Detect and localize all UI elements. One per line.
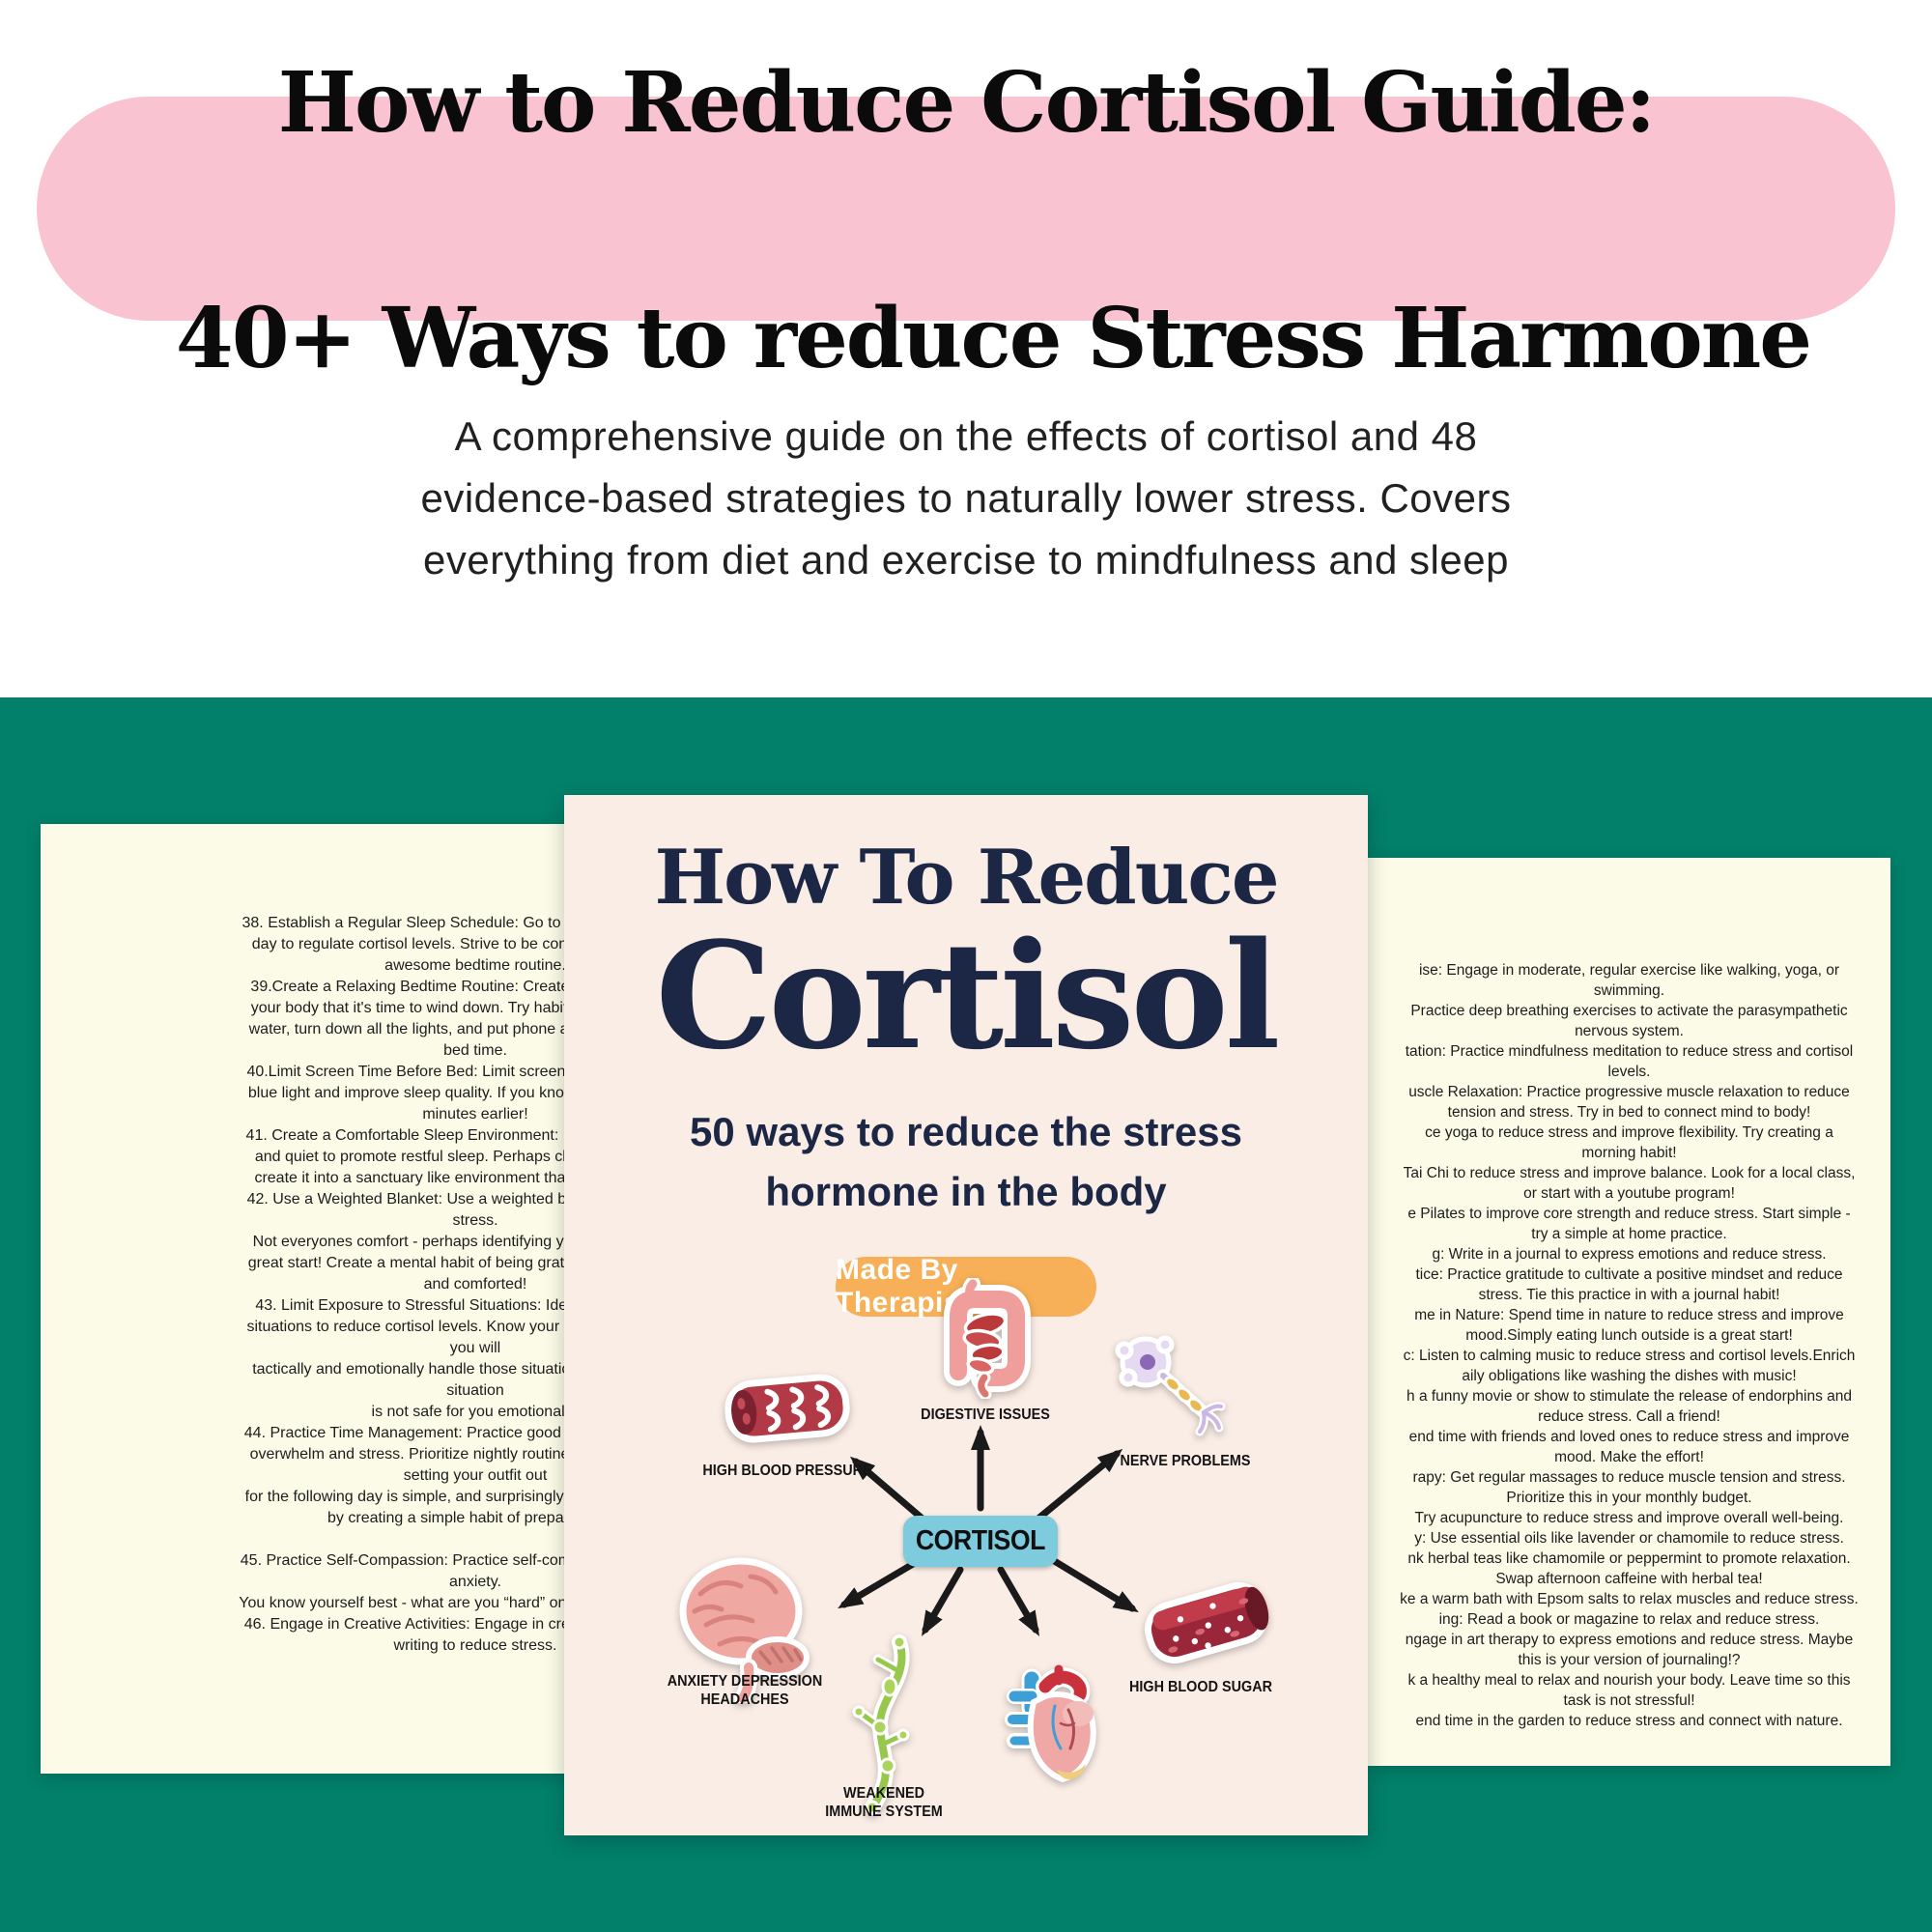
title-line-1: How to Reduce Cortisol Guide: <box>277 54 1657 152</box>
weakened-immune-system-label: WEAKENED IMMUNE SYSTEM <box>825 1785 943 1820</box>
anxiety-depression-headaches-label: ANXIETY DEPRESSION HEADACHES <box>667 1673 823 1708</box>
cortisol-label: CORTISOL <box>915 1525 1046 1556</box>
digestive-issues-illustration <box>944 1278 1031 1399</box>
cover-subtitle: 50 ways to reduce the stress hormone in … <box>690 1109 1242 1214</box>
page-title: How to Reduce Cortisol Guide: 40+ Ways t… <box>0 44 1932 398</box>
product-description: A comprehensive guide on the effects of … <box>420 413 1512 582</box>
cover-title-line-1: How To Reduce <box>654 834 1279 922</box>
preview-page-right: ise: Engage in moderate, regular exercis… <box>1368 858 1890 1766</box>
left-page-text: 38. Establish a Regular Sleep Schedule: … <box>239 915 575 1654</box>
high-blood-pressure-illustration <box>724 1374 850 1443</box>
high-blood-sugar-label: HIGH BLOOD SUGAR <box>1128 1679 1272 1695</box>
nerve-problems-label: NERVE PROBLEMS <box>1120 1453 1251 1469</box>
anxiety-brain-illustration <box>679 1557 810 1703</box>
high-blood-pressure-label: HIGH BLOOD PRESSURE <box>702 1463 872 1479</box>
nerve-problems-illustration <box>1115 1335 1226 1436</box>
cover-page: How To Reduce Cortisol 50 ways to reduce… <box>564 795 1368 1835</box>
weakened-immune-system-illustration <box>852 1634 910 1815</box>
cortisol-center-node: CORTISOL <box>903 1516 1058 1567</box>
heart-illustration <box>1005 1664 1096 1783</box>
title-banner <box>37 97 1895 321</box>
title-line-2: 40+ Ways to reduce Stress Harmone <box>175 290 1812 387</box>
preview-page-left: 38. Establish a Regular Sleep Schedule: … <box>41 824 575 1774</box>
digestive-issues-label: DIGESTIVE ISSUES <box>921 1406 1050 1423</box>
cover-title-line-2: Cortisol <box>655 909 1280 1082</box>
right-page-text: ise: Engage in moderate, regular exercis… <box>1400 962 1859 1729</box>
high-blood-sugar-illustration <box>1145 1581 1269 1664</box>
